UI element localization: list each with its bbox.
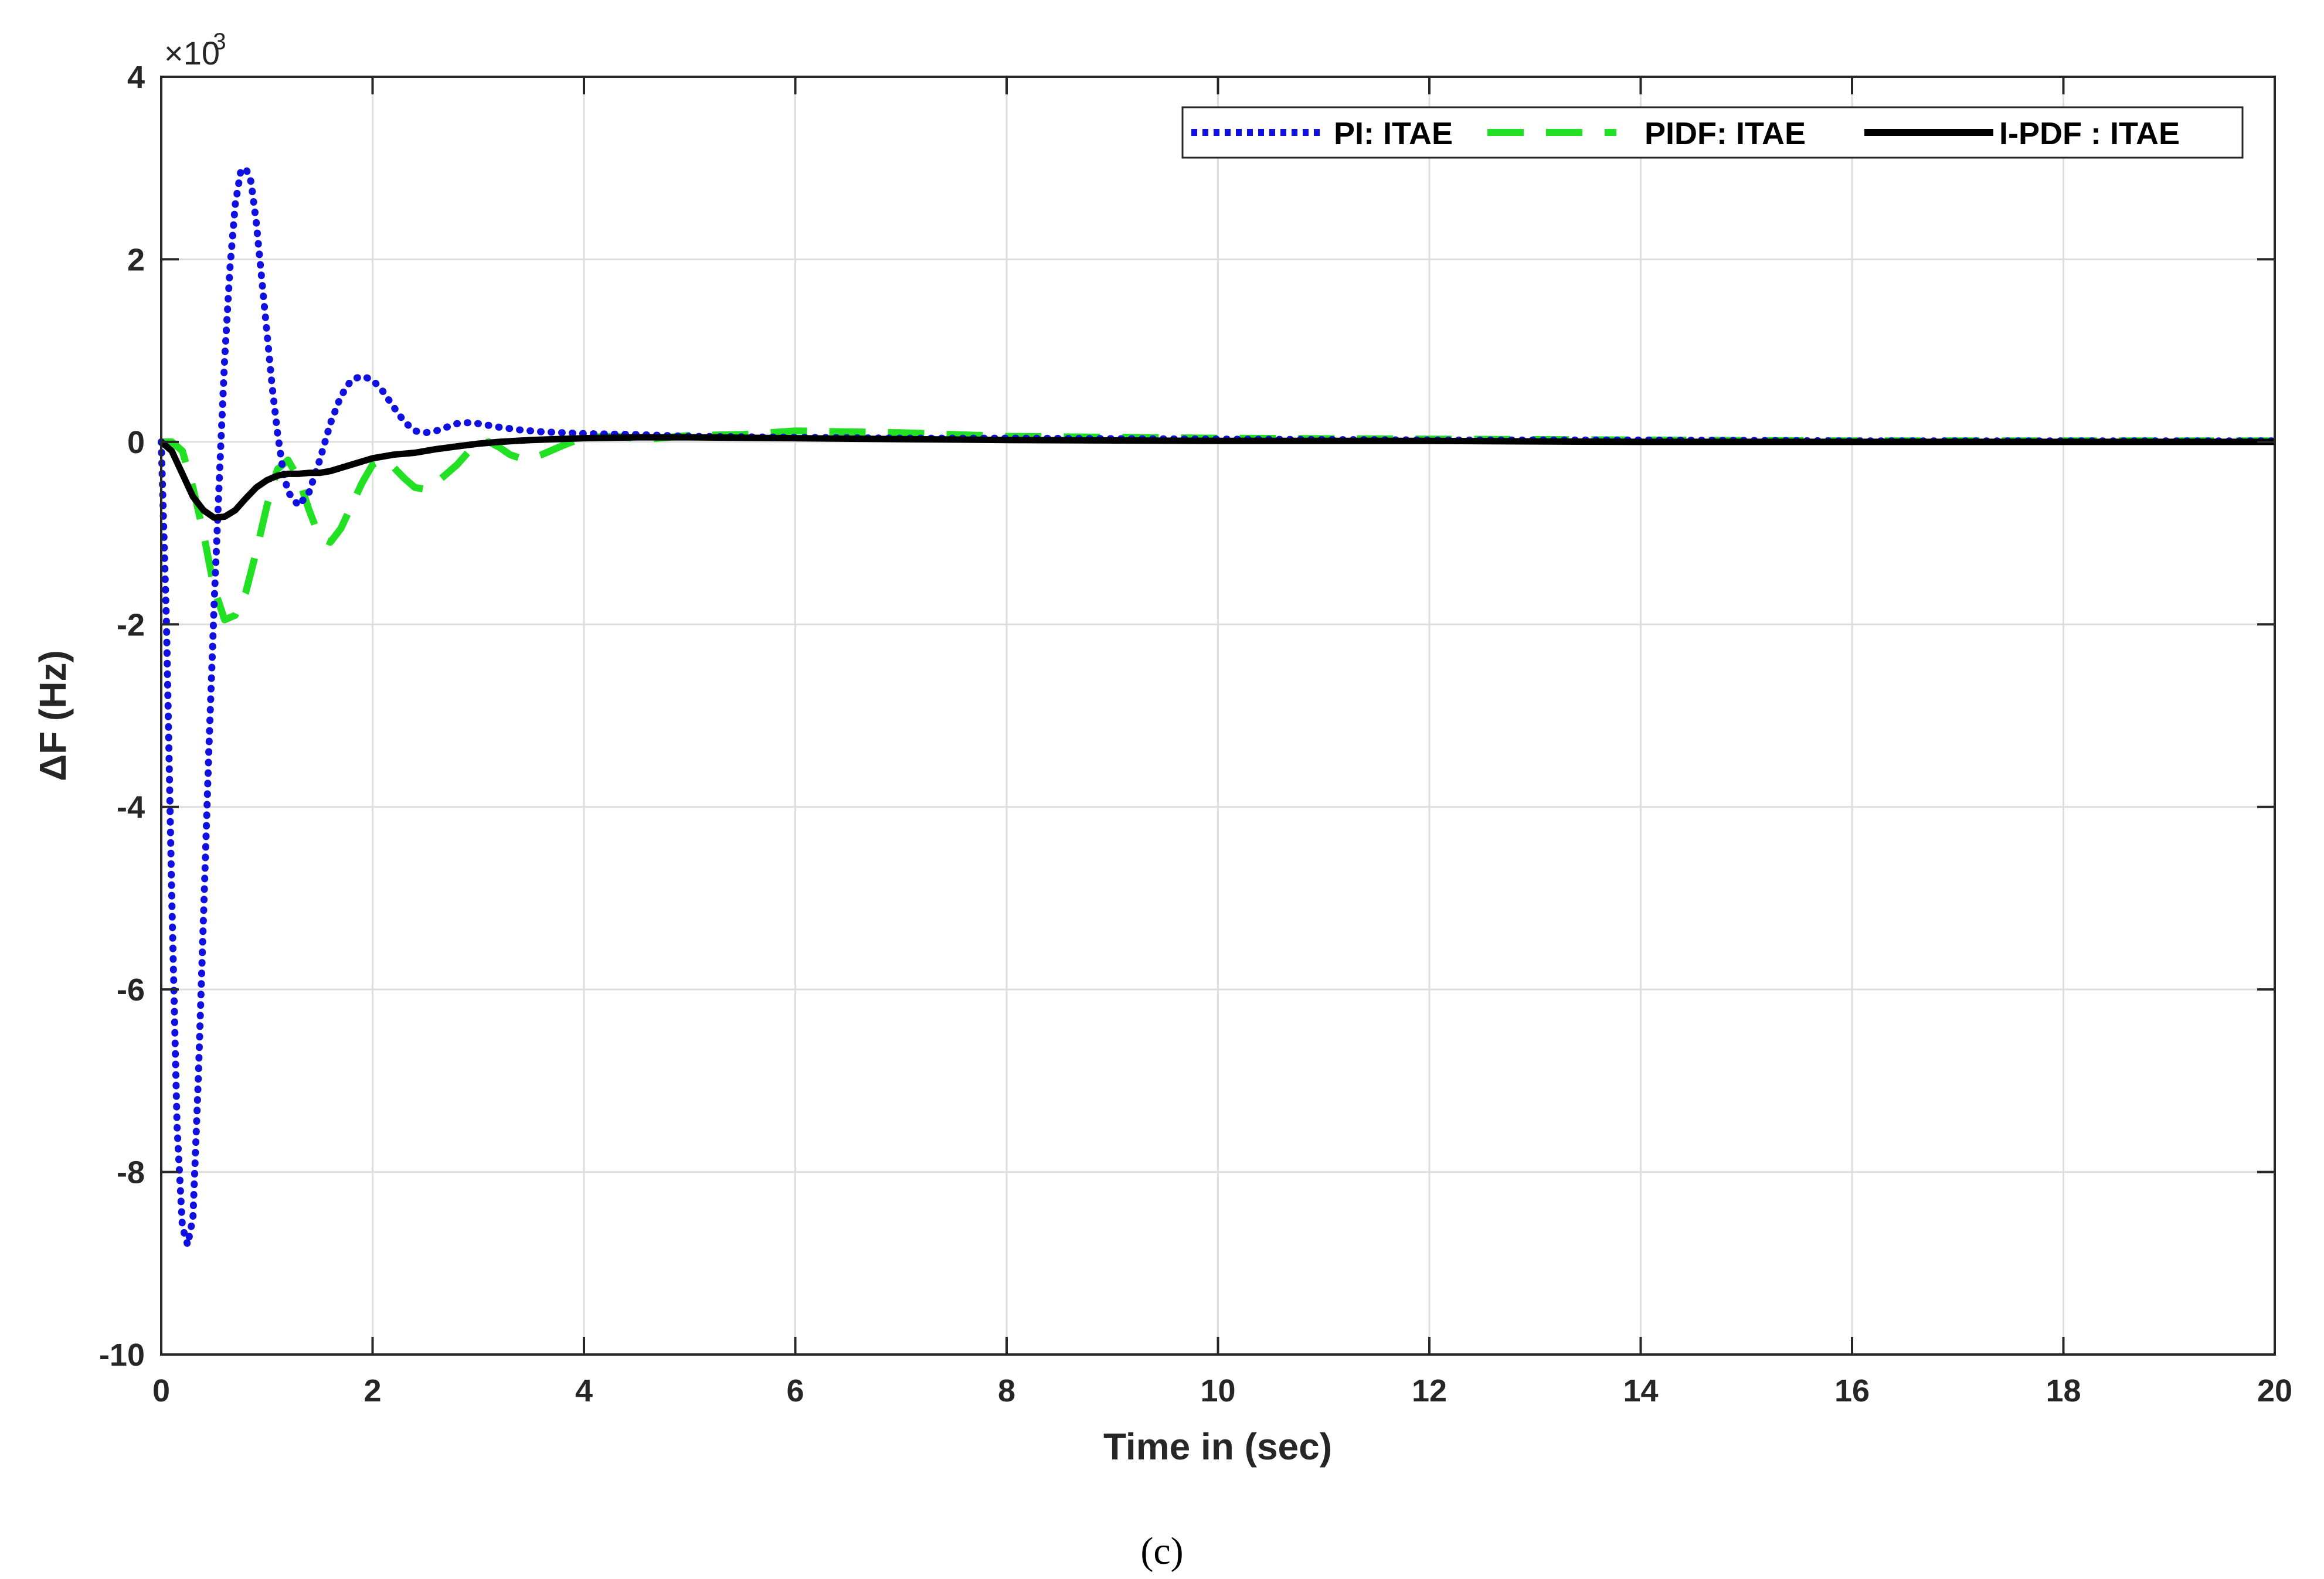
y-tick-label: -6 [117, 972, 145, 1008]
y-multiplier-exponent: -3 [205, 29, 226, 55]
x-tick-label: 8 [998, 1373, 1015, 1408]
x-tick-label: 16 [1834, 1373, 1870, 1408]
x-tick-label: 20 [2257, 1373, 2292, 1408]
legend: PI: ITAE PIDF: ITAE I-PDF : ITAE [1181, 106, 2244, 159]
x-tick-label: 6 [786, 1373, 804, 1408]
y-tick-label: 4 [127, 60, 145, 95]
x-tick-label: 4 [575, 1373, 593, 1408]
series-layer [158, 164, 2278, 1249]
x-tick-label: 2 [363, 1373, 381, 1408]
y-tick-label: -4 [117, 790, 145, 825]
y-tick-label: 2 [127, 242, 145, 277]
y-tick-label: -8 [117, 1155, 145, 1190]
series-line-pidf-itae [161, 427, 2275, 624]
x-tick-label: 14 [1623, 1373, 1658, 1408]
y-tick-label: -10 [99, 1338, 145, 1373]
x-tick-label: 0 [152, 1373, 170, 1408]
series-line-i-pdf-itae [159, 434, 2275, 521]
x-tick-label: 18 [2046, 1373, 2081, 1408]
x-axis-label: Time in (sec) [1103, 1425, 1332, 1468]
legend-label-pi-itae: PI: ITAE [1334, 116, 1453, 151]
y-multiplier: ×10 [164, 35, 220, 72]
figure-caption: (c) [1140, 1530, 1183, 1573]
legend-label-pidf-itae: PIDF: ITAE [1645, 116, 1806, 151]
y-axis-label: ΔF (Hz) [32, 650, 74, 781]
legend-box [1181, 106, 2244, 159]
y-tick-label: 0 [127, 425, 145, 460]
x-tick-label: 10 [1200, 1373, 1235, 1408]
y-tick-label: -2 [117, 607, 145, 642]
legend-label-ipdf-itae: I-PDF : ITAE [1999, 116, 2180, 151]
x-tick-label: 12 [1412, 1373, 1447, 1408]
